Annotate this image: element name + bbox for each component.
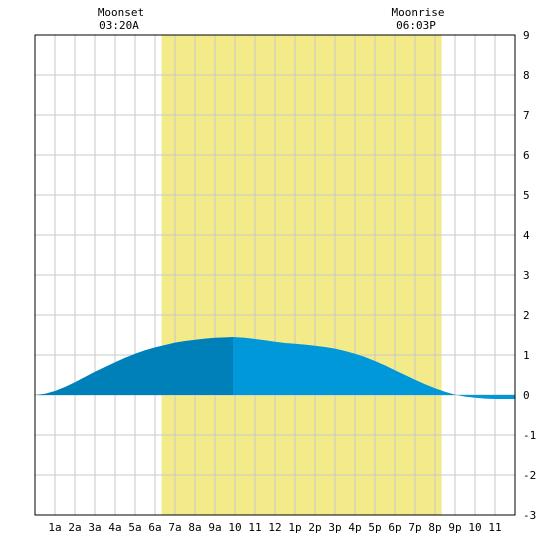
x-tick-label: 8a: [188, 521, 201, 534]
x-tick-label: 5a: [128, 521, 141, 534]
x-tick-label: 3a: [88, 521, 101, 534]
y-tick-label: 8: [523, 69, 530, 82]
moonset-time: 03:20A: [99, 19, 139, 32]
x-tick-label: 10: [228, 521, 241, 534]
x-tick-label: 11: [248, 521, 261, 534]
x-tick-label: 11: [488, 521, 501, 534]
y-tick-label: 9: [523, 29, 530, 42]
y-tick-label: 3: [523, 269, 530, 282]
x-tick-label: 4p: [348, 521, 361, 534]
y-tick-label: 1: [523, 349, 530, 362]
x-tick-label: 1p: [288, 521, 301, 534]
y-tick-label: 5: [523, 189, 530, 202]
y-tick-labels: -3 -2 -1 0 1 2 3 4 5 6 7 8 9: [523, 29, 536, 522]
x-tick-label: 7p: [408, 521, 421, 534]
y-tick-label: 2: [523, 309, 530, 322]
x-tick-label: 2a: [68, 521, 81, 534]
tide-area-falling: [233, 337, 515, 399]
tide-area-layer: [35, 337, 515, 399]
plot-border: [34, 34, 516, 516]
x-tick-label: 6a: [148, 521, 161, 534]
tide-area-rising: [35, 337, 233, 395]
x-tick-label: 4a: [108, 521, 121, 534]
y-tick-label: -3: [523, 509, 536, 522]
x-tick-label: 8p: [428, 521, 441, 534]
x-tick-label: 1a: [48, 521, 61, 534]
x-tick-label: 12: [268, 521, 281, 534]
y-tick-label: 6: [523, 149, 530, 162]
x-tick-label: 7a: [168, 521, 181, 534]
x-tick-label: 6p: [388, 521, 401, 534]
y-tick-label: -2: [523, 469, 536, 482]
x-tick-label: 9a: [208, 521, 221, 534]
x-tick-labels: 1a 2a 3a 4a 5a 6a 7a 8a 9a 10 11 12 1p 2p 3p 4p 5p 6p 7p 8p…: [48, 521, 501, 534]
moonrise-time: 06:03P: [396, 19, 436, 32]
x-tick-label: 9p: [448, 521, 461, 534]
moonset-label: Moonset: [98, 6, 144, 19]
y-tick-label: 7: [523, 109, 530, 122]
y-tick-label: 4: [523, 229, 530, 242]
x-tick-label: 10: [468, 521, 481, 534]
y-tick-label: 0: [523, 389, 530, 402]
x-tick-label: 5p: [368, 521, 381, 534]
moonrise-label: Moonrise: [392, 6, 445, 19]
x-tick-label: 3p: [328, 521, 341, 534]
x-tick-label: 2p: [308, 521, 321, 534]
grid-layer: [35, 34, 515, 516]
y-tick-label: -1: [523, 429, 536, 442]
